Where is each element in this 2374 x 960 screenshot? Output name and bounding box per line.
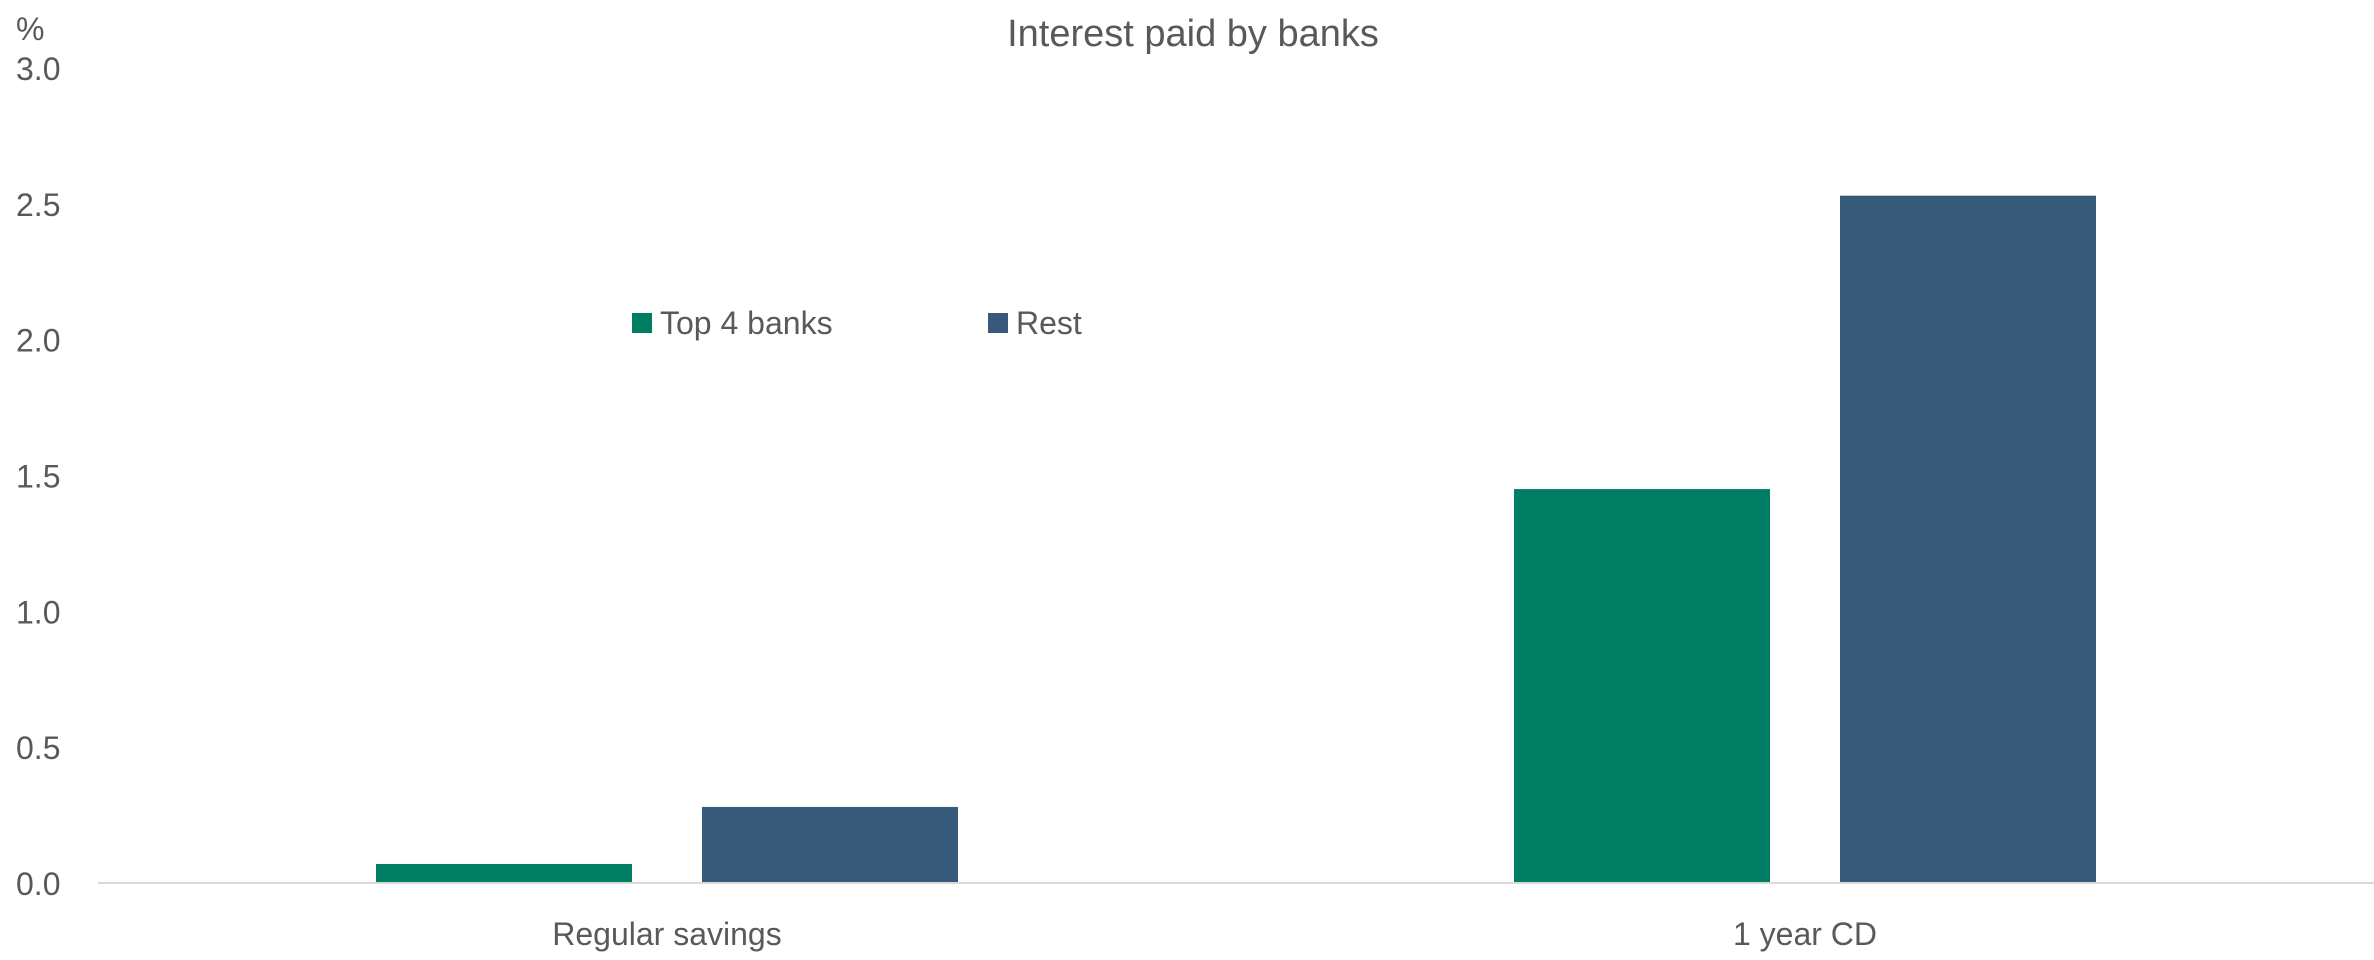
y-axis: 0.0 0.5 1.0 1.5 2.0 2.5 3.0 [16, 51, 60, 902]
y-tick-label: 1.0 [16, 594, 60, 630]
bar-rest-0 [702, 806, 958, 883]
legend-swatch [988, 313, 1008, 333]
y-tick-label: 3.0 [16, 51, 60, 87]
bar-top4-1 [1514, 489, 1770, 883]
y-axis-unit-label: % [16, 11, 44, 47]
chart-title: Interest paid by banks [1007, 13, 1379, 55]
legend-swatch [632, 313, 652, 333]
legend-label: Rest [1016, 305, 1082, 341]
bar-rest-1 [1840, 195, 2096, 883]
y-tick-label: 1.5 [16, 459, 60, 495]
y-tick-label: 0.5 [16, 730, 60, 766]
y-tick-label: 2.5 [16, 187, 60, 223]
legend-label: Top 4 banks [660, 305, 833, 341]
bars-group [376, 195, 2096, 883]
y-tick-label: 2.0 [16, 323, 60, 359]
x-tick-label: Regular savings [552, 916, 781, 952]
bar-top4-0 [376, 863, 632, 883]
x-tick-label: 1 year CD [1733, 916, 1877, 952]
legend: Top 4 banks Rest [632, 305, 1082, 341]
x-axis: Regular savings 1 year CD [552, 916, 1877, 952]
y-tick-label: 0.0 [16, 866, 60, 902]
